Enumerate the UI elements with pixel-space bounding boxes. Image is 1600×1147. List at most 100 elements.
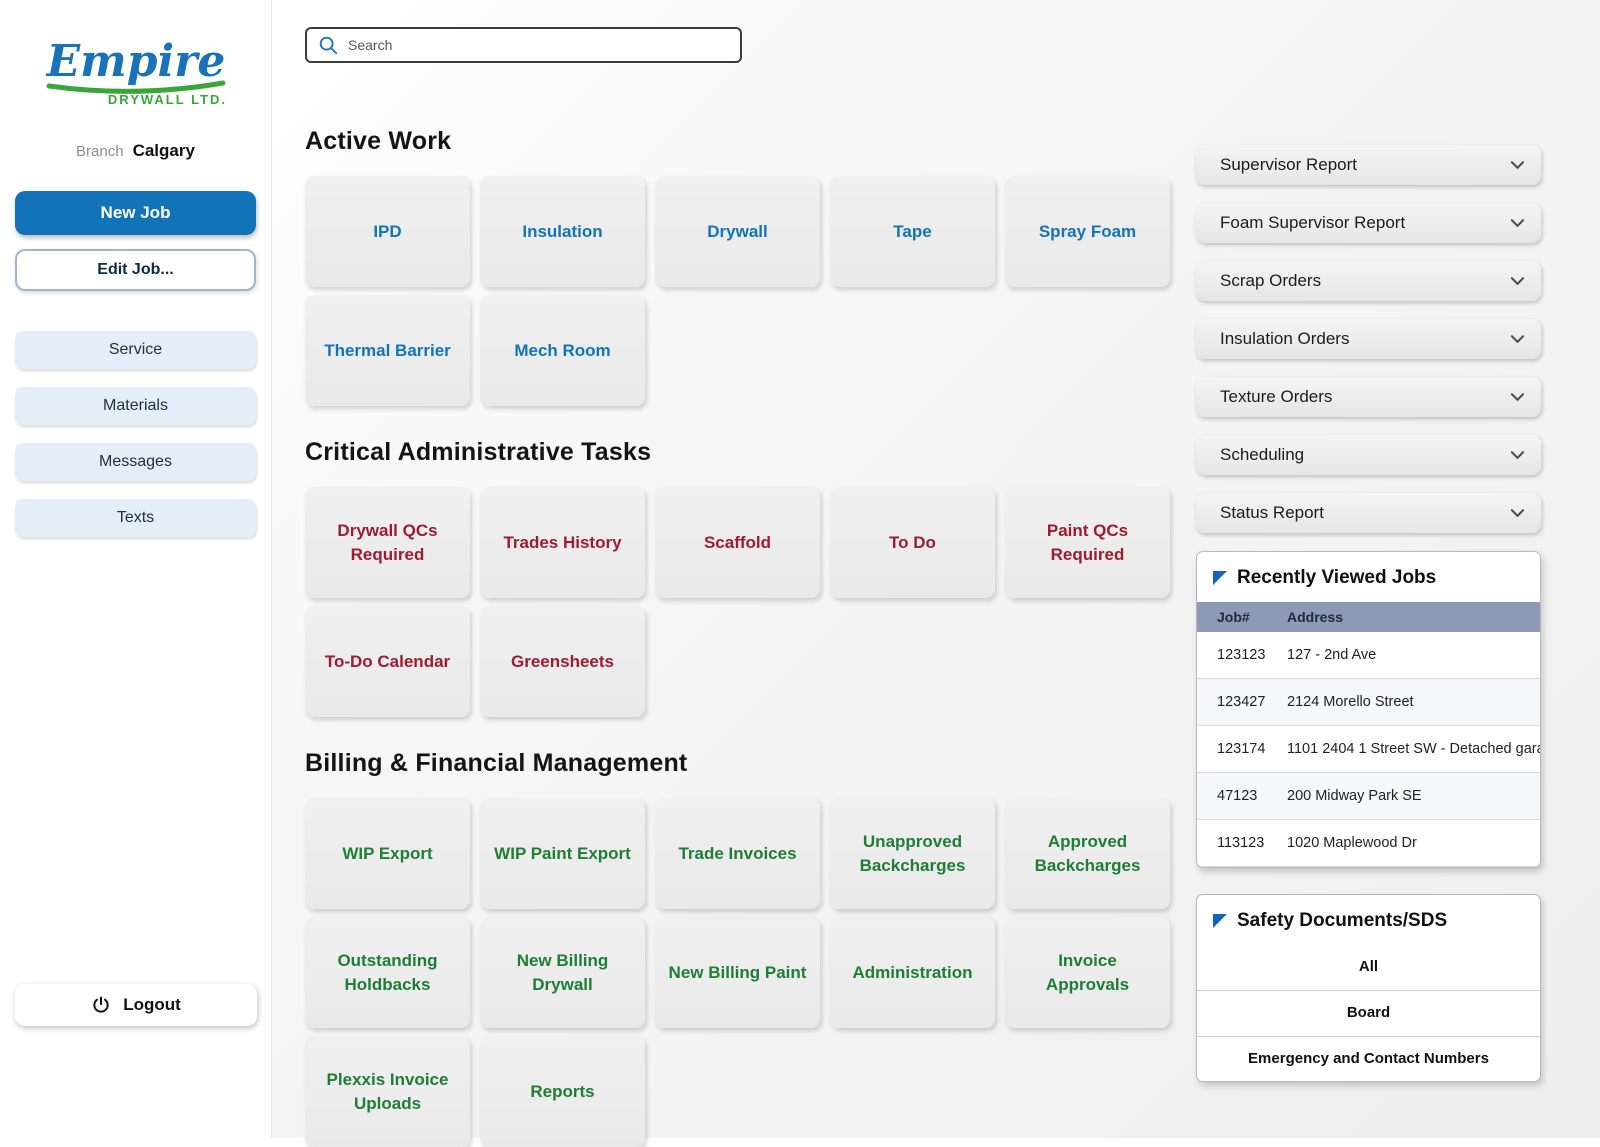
chevron-down-icon <box>1510 335 1525 344</box>
tile-scaffold[interactable]: Scaffold <box>655 487 820 598</box>
tile-outstanding-holdbacks[interactable]: Outstanding Holdbacks <box>305 917 470 1028</box>
tile-drywall[interactable]: Drywall <box>655 176 820 287</box>
dropdown-label: Foam Supervisor Report <box>1220 213 1406 232</box>
tile-spray-foam[interactable]: Spray Foam <box>1005 176 1170 287</box>
job-address: 127 - 2nd Ave <box>1287 647 1377 663</box>
logo-swoosh <box>46 80 225 94</box>
active-work-title: Active Work <box>305 127 452 155</box>
logout-button[interactable]: Logout <box>15 984 257 1026</box>
tile-plexxis-invoice-uploads[interactable]: Plexxis Invoice Uploads <box>305 1036 470 1147</box>
right-column: Supervisor Report Foam Supervisor Report… <box>1196 145 1541 1083</box>
job-address: 1020 Maplewood Dr <box>1287 835 1417 851</box>
dropdown-texture-orders[interactable]: Texture Orders <box>1196 377 1541 417</box>
sidebar-item-texts[interactable]: Texts <box>15 499 256 537</box>
job-number: 123174 <box>1217 741 1266 757</box>
tile-to-do-calendar[interactable]: To-Do Calendar <box>305 606 470 717</box>
chevron-down-icon <box>1510 161 1525 170</box>
power-icon <box>93 996 109 1013</box>
dropdown-label: Supervisor Report <box>1220 155 1358 174</box>
corner-triangle-icon <box>1213 914 1227 928</box>
search-input[interactable] <box>348 37 730 53</box>
sidebar: Empire DRYWALL LTD. Branch Calgary New J… <box>0 0 272 1138</box>
branch-value: Calgary <box>132 141 195 160</box>
safety-item-emergency[interactable]: Emergency and Contact Numbers <box>1197 1035 1540 1082</box>
dropdown-supervisor-report[interactable]: Supervisor Report <box>1196 145 1541 185</box>
tile-mech-room[interactable]: Mech Room <box>480 295 645 406</box>
job-row[interactable]: 123174 1101 2404 1 Street SW - Detached … <box>1197 726 1540 773</box>
dropdown-label: Texture Orders <box>1220 387 1333 406</box>
tile-paint-qcs-required[interactable]: Paint QCs Required <box>1005 487 1170 598</box>
safety-item-all[interactable]: All <box>1197 945 1540 990</box>
branch-row: Branch Calgary <box>0 141 271 161</box>
dropdown-label: Scheduling <box>1220 445 1305 464</box>
dropdown-scheduling[interactable]: Scheduling <box>1196 435 1541 475</box>
safety-documents-header: Safety Documents/SDS <box>1197 895 1540 945</box>
tile-insulation[interactable]: Insulation <box>480 176 645 287</box>
critical-admin-title: Critical Administrative Tasks <box>305 438 652 466</box>
job-address: 2124 Morello Street <box>1287 694 1414 710</box>
empire-logo-graphic: Empire DRYWALL LTD. <box>44 36 226 107</box>
tile-drywall-qcs-required[interactable]: Drywall QCs Required <box>305 487 470 598</box>
sidebar-item-service[interactable]: Service <box>15 331 256 369</box>
tile-new-billing-paint[interactable]: New Billing Paint <box>655 917 820 1028</box>
tile-wip-paint-export[interactable]: WIP Paint Export <box>480 798 645 909</box>
job-address: 200 Midway Park SE <box>1287 788 1422 804</box>
chevron-down-icon <box>1510 451 1525 460</box>
tile-greensheets[interactable]: Greensheets <box>480 606 645 717</box>
tile-wip-export[interactable]: WIP Export <box>305 798 470 909</box>
branch-label: Branch <box>76 143 124 160</box>
dropdown-label: Status Report <box>1220 503 1324 522</box>
safety-documents-title: Safety Documents/SDS <box>1237 910 1448 931</box>
chevron-down-icon <box>1510 393 1525 402</box>
recently-viewed-jobs-header: Recently Viewed Jobs <box>1197 552 1540 602</box>
sidebar-item-messages[interactable]: Messages <box>15 443 256 481</box>
jobs-table: Job# Address 123123 127 - 2nd Ave 123427… <box>1197 602 1540 867</box>
tile-administration[interactable]: Administration <box>830 917 995 1028</box>
dropdown-insulation-orders[interactable]: Insulation Orders <box>1196 319 1541 359</box>
job-row[interactable]: 113123 1020 Maplewood Dr <box>1197 820 1540 867</box>
dropdown-scrap-orders[interactable]: Scrap Orders <box>1196 261 1541 301</box>
tile-new-billing-drywall[interactable]: New Billing Drywall <box>480 917 645 1028</box>
tile-trade-invoices[interactable]: Trade Invoices <box>655 798 820 909</box>
job-address: 1101 2404 1 Street SW - Detached gara <box>1287 741 1540 757</box>
job-number: 123123 <box>1217 647 1266 663</box>
tile-to-do[interactable]: To Do <box>830 487 995 598</box>
jobs-col-job: Job# <box>1217 609 1250 625</box>
job-row[interactable]: 47123 200 Midway Park SE <box>1197 773 1540 820</box>
logout-label: Logout <box>123 995 181 1014</box>
job-row[interactable]: 123427 2124 Morello Street <box>1197 679 1540 726</box>
chevron-down-icon <box>1510 277 1525 286</box>
tile-ipd[interactable]: IPD <box>305 176 470 287</box>
tile-tape[interactable]: Tape <box>830 176 995 287</box>
critical-admin-grid: Drywall QCs Required Trades History Scaf… <box>305 487 1170 717</box>
billing-grid: WIP Export WIP Paint Export Trade Invoic… <box>305 798 1170 1147</box>
tile-reports[interactable]: Reports <box>480 1036 645 1147</box>
main-content: Active Work IPD Insulation Drywall Tape … <box>305 0 1170 1147</box>
logo-subtext: DRYWALL LTD. <box>107 92 226 107</box>
tile-invoice-approvals[interactable]: Invoice Approvals <box>1005 917 1170 1028</box>
jobs-table-header: Job# Address <box>1197 602 1540 632</box>
active-work-grid: IPD Insulation Drywall Tape Spray Foam T… <box>305 176 1170 406</box>
main-area: Active Work IPD Insulation Drywall Tape … <box>272 0 1600 1147</box>
chevron-down-icon <box>1510 219 1525 228</box>
sidebar-item-materials[interactable]: Materials <box>15 387 256 425</box>
tile-thermal-barrier[interactable]: Thermal Barrier <box>305 295 470 406</box>
dropdown-foam-supervisor-report[interactable]: Foam Supervisor Report <box>1196 203 1541 243</box>
jobs-col-address: Address <box>1287 609 1344 625</box>
recently-viewed-jobs-panel: Recently Viewed Jobs Job# Address 123123… <box>1196 551 1541 868</box>
chevron-down-icon <box>1510 509 1525 518</box>
dropdown-label: Insulation Orders <box>1220 329 1350 348</box>
edit-job-button[interactable]: Edit Job... <box>15 249 256 291</box>
tile-trades-history[interactable]: Trades History <box>480 487 645 598</box>
tile-unapproved-backcharges[interactable]: Unapproved Backcharges <box>830 798 995 909</box>
corner-triangle-icon <box>1213 571 1227 585</box>
safety-documents-panel: Safety Documents/SDS All Board Emergency… <box>1196 894 1541 1083</box>
dropdown-label: Scrap Orders <box>1220 271 1322 290</box>
billing-title: Billing & Financial Management <box>305 749 688 777</box>
safety-item-board[interactable]: Board <box>1197 989 1540 1036</box>
new-job-button[interactable]: New Job <box>15 191 256 235</box>
job-number: 123427 <box>1217 694 1266 710</box>
job-row[interactable]: 123123 127 - 2nd Ave <box>1197 632 1540 679</box>
tile-approved-backcharges[interactable]: Approved Backcharges <box>1005 798 1170 909</box>
dropdown-status-report[interactable]: Status Report <box>1196 493 1541 533</box>
